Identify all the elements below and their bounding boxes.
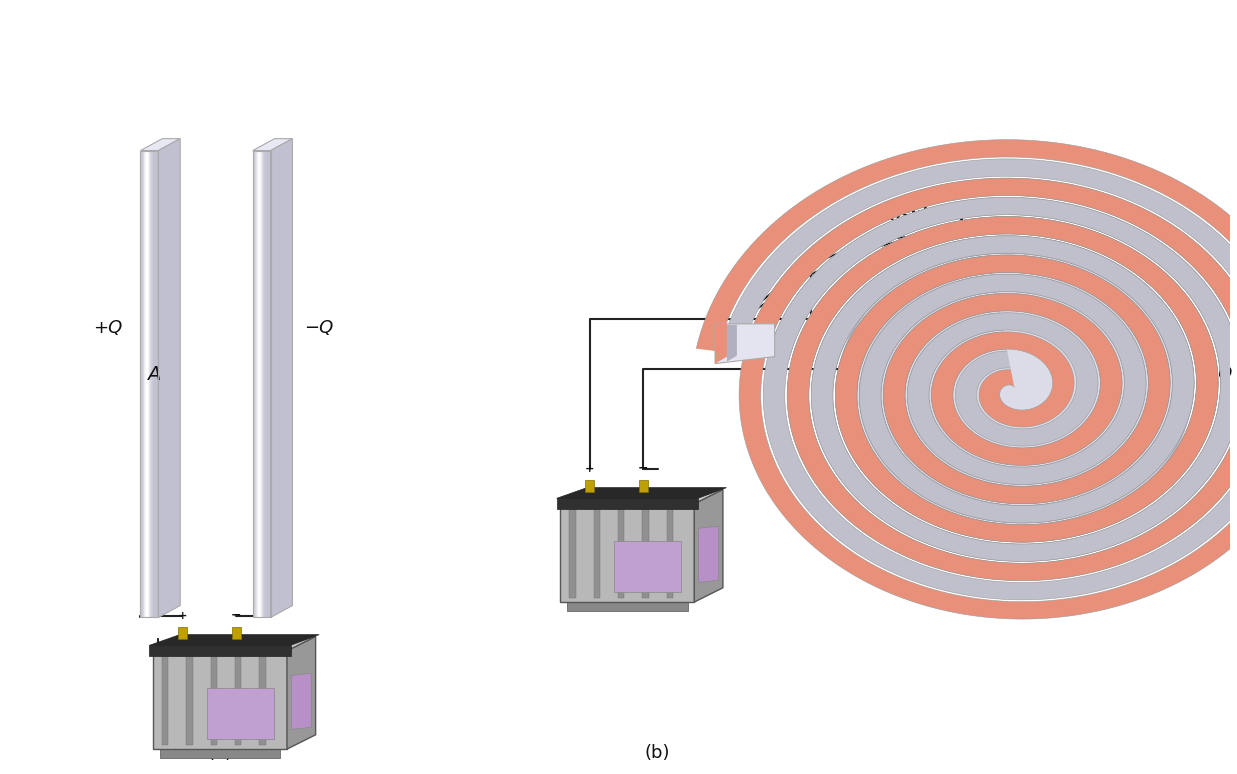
Bar bbox=[642, 509, 648, 598]
Text: −: − bbox=[638, 461, 648, 474]
Polygon shape bbox=[815, 236, 1194, 523]
Polygon shape bbox=[158, 139, 181, 618]
Bar bbox=[141, 151, 158, 618]
Text: +: + bbox=[178, 611, 187, 622]
Polygon shape bbox=[767, 197, 1237, 561]
Polygon shape bbox=[715, 324, 727, 364]
Polygon shape bbox=[252, 139, 292, 151]
Bar bbox=[638, 480, 648, 492]
Bar bbox=[231, 627, 240, 639]
Polygon shape bbox=[837, 247, 1192, 531]
Bar bbox=[569, 509, 575, 598]
Polygon shape bbox=[557, 488, 726, 498]
Polygon shape bbox=[271, 139, 292, 618]
Text: Insulator: Insulator bbox=[883, 206, 967, 224]
Text: (b): (b) bbox=[644, 744, 669, 762]
Polygon shape bbox=[291, 673, 312, 729]
Text: +Q: +Q bbox=[1204, 365, 1233, 383]
Bar bbox=[585, 480, 594, 492]
Bar bbox=[614, 541, 680, 592]
Bar bbox=[153, 651, 287, 749]
Bar bbox=[252, 151, 271, 618]
Polygon shape bbox=[792, 217, 1218, 542]
Bar bbox=[594, 509, 600, 598]
Polygon shape bbox=[694, 489, 722, 602]
Text: (a): (a) bbox=[208, 744, 233, 762]
Text: −: − bbox=[231, 608, 241, 622]
Bar bbox=[667, 509, 673, 598]
Bar bbox=[210, 656, 216, 745]
Polygon shape bbox=[727, 325, 737, 361]
Bar bbox=[260, 656, 266, 745]
Polygon shape bbox=[839, 255, 1170, 504]
Polygon shape bbox=[287, 636, 315, 749]
Text: −Q: −Q bbox=[304, 319, 334, 337]
Bar bbox=[567, 602, 688, 611]
Polygon shape bbox=[560, 489, 722, 504]
Polygon shape bbox=[743, 178, 1237, 580]
Text: +Q: +Q bbox=[93, 319, 122, 337]
Bar bbox=[560, 504, 694, 602]
Text: −Q: −Q bbox=[871, 271, 901, 289]
Bar bbox=[160, 749, 281, 758]
Polygon shape bbox=[715, 324, 774, 364]
Polygon shape bbox=[699, 526, 719, 582]
Bar bbox=[618, 509, 625, 598]
Bar bbox=[150, 646, 291, 656]
Text: d: d bbox=[200, 657, 212, 675]
Bar bbox=[235, 656, 241, 745]
Text: A: A bbox=[147, 365, 161, 384]
Bar bbox=[557, 498, 698, 509]
Polygon shape bbox=[153, 636, 315, 651]
Bar bbox=[187, 656, 193, 745]
Text: +: + bbox=[585, 464, 595, 474]
Polygon shape bbox=[696, 139, 1237, 619]
Polygon shape bbox=[150, 635, 319, 646]
Polygon shape bbox=[720, 159, 1237, 600]
Bar bbox=[162, 656, 168, 745]
Bar bbox=[207, 688, 273, 739]
Polygon shape bbox=[141, 139, 181, 151]
Bar bbox=[178, 627, 187, 639]
